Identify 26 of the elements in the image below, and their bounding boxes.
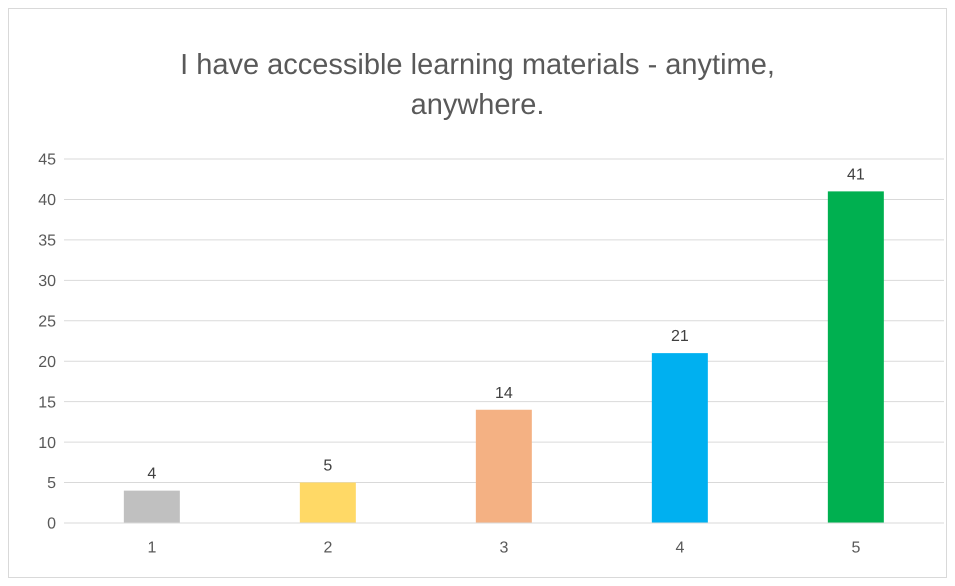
data-label: 14 [494,384,513,402]
data-label: 4 [147,466,156,483]
y-tick-label: 40 [38,192,56,210]
x-tick-label: 2 [324,539,333,556]
y-tick-label: 5 [47,475,56,492]
x-tick-label: 1 [148,539,157,556]
data-label: 5 [323,458,332,475]
chart-title: I have accessible learning materials - anytime, anywhere. [179,48,776,123]
data-label: 41 [846,166,865,184]
x-tick-label: 4 [676,539,685,556]
y-tick-label: 30 [38,273,56,290]
y-tick-label: 15 [38,394,56,412]
y-tick-label: 45 [38,152,56,169]
y-tick-label: 20 [38,354,56,371]
y-tick-label: 25 [38,313,56,330]
y-tick-label: 0 [47,516,56,533]
bar [652,353,708,523]
x-tick-label: 5 [852,539,861,556]
x-tick-label: 3 [500,539,509,556]
bar [124,490,180,523]
y-tick-label: 10 [38,434,56,452]
bar [828,191,884,523]
bar [476,410,532,523]
data-label: 21 [670,328,689,346]
y-tick-label: 35 [38,232,56,250]
bar [300,482,356,523]
